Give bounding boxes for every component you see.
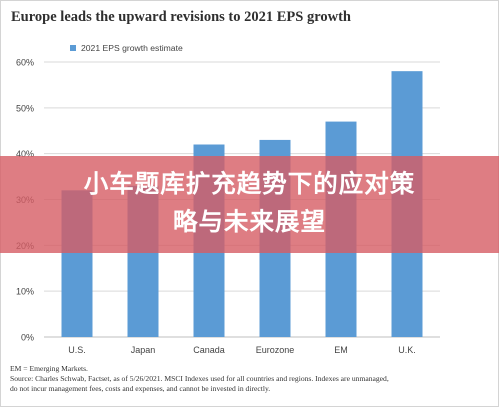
x-tick-label: EM: [334, 345, 348, 355]
overlay-text-line1: 小车题库扩充趋势下的应对策: [83, 169, 416, 198]
x-tick-label: Eurozone: [256, 345, 295, 355]
legend-label: 2021 EPS growth estimate: [81, 43, 183, 53]
y-tick-label: 40%: [16, 149, 34, 159]
x-tick-label: Canada: [193, 345, 225, 355]
chart-title: Europe leads the upward revisions to 202…: [11, 9, 351, 25]
x-tick-label: Japan: [131, 345, 156, 355]
overlay-text: 小车题库扩充趋势下的应对策 略与未来展望: [0, 165, 499, 241]
footnote-em: EM = Emerging Markets.: [10, 364, 88, 373]
y-tick-label: 10%: [16, 287, 34, 297]
footnote-disclaimer: do not incur management fees, costs and …: [10, 384, 271, 393]
legend-swatch: [70, 45, 76, 51]
y-tick-label: 0%: [21, 333, 34, 343]
legend: 2021 EPS growth estimate: [70, 43, 183, 53]
y-tick-label: 60%: [16, 58, 34, 68]
x-tick-label: U.K.: [398, 345, 416, 355]
x-axis-ticks: U.S. Japan Canada Eurozone EM U.K.: [68, 345, 416, 355]
overlay-banner: [0, 156, 499, 253]
x-tick-label: U.S.: [68, 345, 86, 355]
footnotes: EM = Emerging Markets. Source: Charles S…: [10, 364, 490, 394]
overlay-text-line2: 略与未来展望: [173, 207, 326, 236]
y-tick-label: 50%: [16, 103, 34, 113]
footnote-source: Source: Charles Schwab, Factset, as of 5…: [10, 374, 389, 383]
